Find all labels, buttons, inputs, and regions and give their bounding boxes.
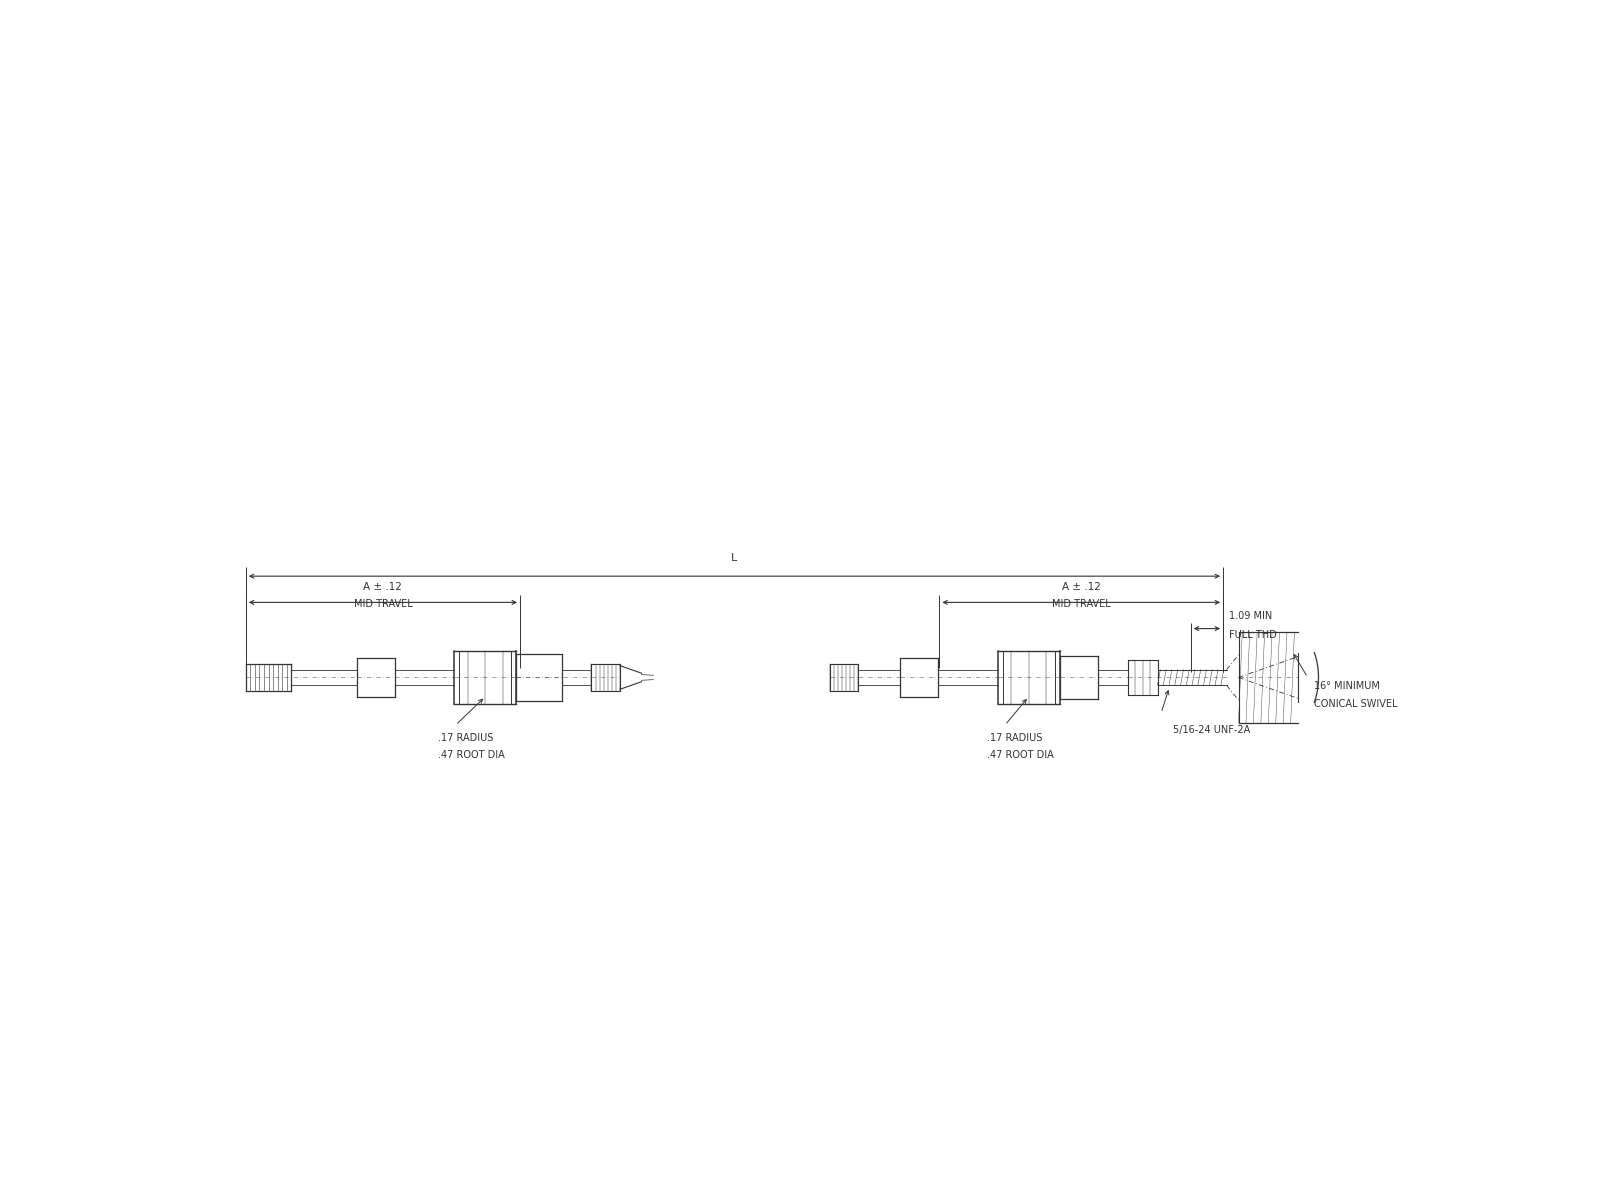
Text: L: L xyxy=(731,553,738,563)
Text: CONICAL SWIVEL: CONICAL SWIVEL xyxy=(1314,698,1397,709)
Text: FULL THD: FULL THD xyxy=(1229,630,1277,640)
Text: MID TRAVEL: MID TRAVEL xyxy=(1051,599,1110,608)
Text: MID TRAVEL: MID TRAVEL xyxy=(354,599,413,608)
Text: 16° MINIMUM: 16° MINIMUM xyxy=(1314,682,1379,691)
Text: .47 ROOT DIA: .47 ROOT DIA xyxy=(987,750,1054,760)
Text: A ± .12: A ± .12 xyxy=(363,582,402,592)
Text: .47 ROOT DIA: .47 ROOT DIA xyxy=(438,750,504,760)
Text: A ± .12: A ± .12 xyxy=(1062,582,1101,592)
Text: 1.09 MIN: 1.09 MIN xyxy=(1229,612,1272,622)
Text: 5/16-24 UNF-2A: 5/16-24 UNF-2A xyxy=(1173,725,1250,736)
Text: .17 RADIUS: .17 RADIUS xyxy=(987,733,1043,744)
Text: .17 RADIUS: .17 RADIUS xyxy=(438,733,493,744)
